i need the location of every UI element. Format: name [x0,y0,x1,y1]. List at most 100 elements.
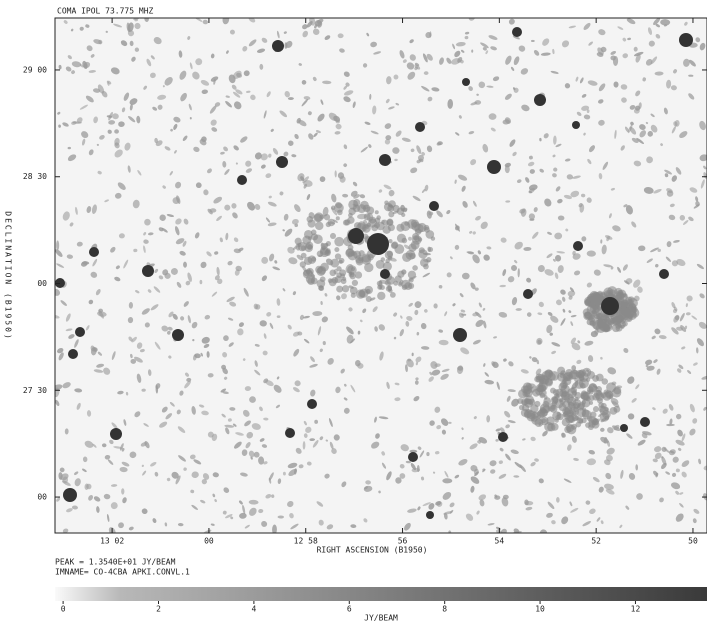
point-source [276,156,288,168]
diffuse-emission [325,250,331,256]
point-source [408,452,418,462]
diffuse-emission [349,271,355,277]
point-source [367,233,389,255]
diffuse-emission [377,281,383,287]
diffuse-emission [355,271,362,278]
diffuse-emission [334,247,339,252]
diffuse-emission [550,405,558,413]
diffuse-emission [365,286,373,294]
diffuse-emission [351,267,355,271]
diffuse-emission [362,255,372,265]
point-source [620,424,628,432]
x-tick-label: 54 [495,537,505,546]
diffuse-emission [411,222,420,231]
y-tick-label: 00 [37,279,47,288]
point-source [523,289,533,299]
noise-speckle [394,159,397,161]
point-source [659,269,669,279]
chart: COMA IPOL 73.775 MHZ RIGHT ASCENSION (B1… [0,0,707,623]
diffuse-emission [297,243,301,247]
diffuse-emission [567,425,577,435]
diffuse-emission [519,405,524,410]
point-source [453,328,467,342]
point-source [75,327,85,337]
point-source [379,154,391,166]
diffuse-emission [575,422,581,428]
diffuse-emission [536,376,543,383]
point-source [462,78,470,86]
imname-note: IMNAME= CO-4CBA APKI.CONVL.1 [55,568,190,577]
diffuse-emission [560,373,565,378]
diffuse-emission [359,250,365,256]
y-tick-label: 27 30 [23,386,47,395]
point-source [55,278,65,288]
diffuse-emission [341,278,347,284]
diffuse-emission [522,390,530,398]
diffuse-emission [326,241,331,246]
colorbar [55,587,707,601]
x-tick-label: 13 02 [100,537,124,546]
diffuse-emission [631,306,638,313]
diffuse-emission [339,260,343,264]
diffuse-emission [596,374,604,382]
diffuse-emission [589,401,593,405]
x-tick-label: 00 [204,537,214,546]
diffuse-emission [412,265,418,271]
diffuse-emission [317,266,326,275]
noise-speckle [121,488,124,494]
diffuse-emission [425,230,434,239]
point-source [68,349,78,359]
diffuse-emission [545,370,552,377]
colorbar-tick-label: 4 [251,605,256,614]
diffuse-emission [600,412,610,422]
diffuse-emission [590,411,596,417]
x-tick-label: 56 [398,537,408,546]
diffuse-emission [385,251,393,259]
diffuse-emission [330,233,336,239]
diffuse-emission [377,292,385,300]
diffuse-emission [583,312,592,321]
diffuse-emission [547,423,555,431]
chart-title: COMA IPOL 73.775 MHZ [57,7,154,16]
diffuse-emission [332,277,339,284]
diffuse-emission [591,310,598,317]
diffuse-emission [408,252,413,257]
diffuse-emission [402,208,407,213]
diffuse-emission [412,235,422,245]
diffuse-emission [537,385,544,392]
page: {"chart_data": {"type": "image", "title"… [0,0,707,623]
diffuse-emission [324,214,330,220]
point-source [348,228,364,244]
colorbar-tick-label: 2 [156,605,161,614]
diffuse-emission [601,403,607,409]
diffuse-emission [540,407,546,413]
diffuse-emission [559,389,567,397]
diffuse-emission [331,206,335,210]
diffuse-emission [522,400,527,405]
diffuse-emission [381,257,386,262]
colorbar-tick-label: 6 [347,605,352,614]
diffuse-emission [308,255,317,264]
diffuse-emission [530,414,537,421]
diffuse-emission [581,400,586,405]
point-source [285,428,295,438]
colorbar-tick-label: 8 [442,605,447,614]
noise-speckle [56,240,59,250]
colorbar-tick-label: 10 [535,605,545,614]
point-source [142,265,154,277]
diffuse-emission [362,227,366,231]
diffuse-emission [592,393,599,400]
diffuse-emission [400,221,410,231]
diffuse-emission [578,374,585,381]
diffuse-emission [567,388,577,398]
diffuse-emission [335,253,341,259]
x-tick-label: 52 [591,537,601,546]
point-source [63,488,77,502]
diffuse-emission [428,247,433,252]
diffuse-emission [348,208,355,215]
diffuse-emission [582,418,587,423]
diffuse-emission [573,407,578,412]
diffuse-emission [401,280,410,289]
diffuse-emission [610,407,618,415]
diffuse-emission [582,392,590,400]
